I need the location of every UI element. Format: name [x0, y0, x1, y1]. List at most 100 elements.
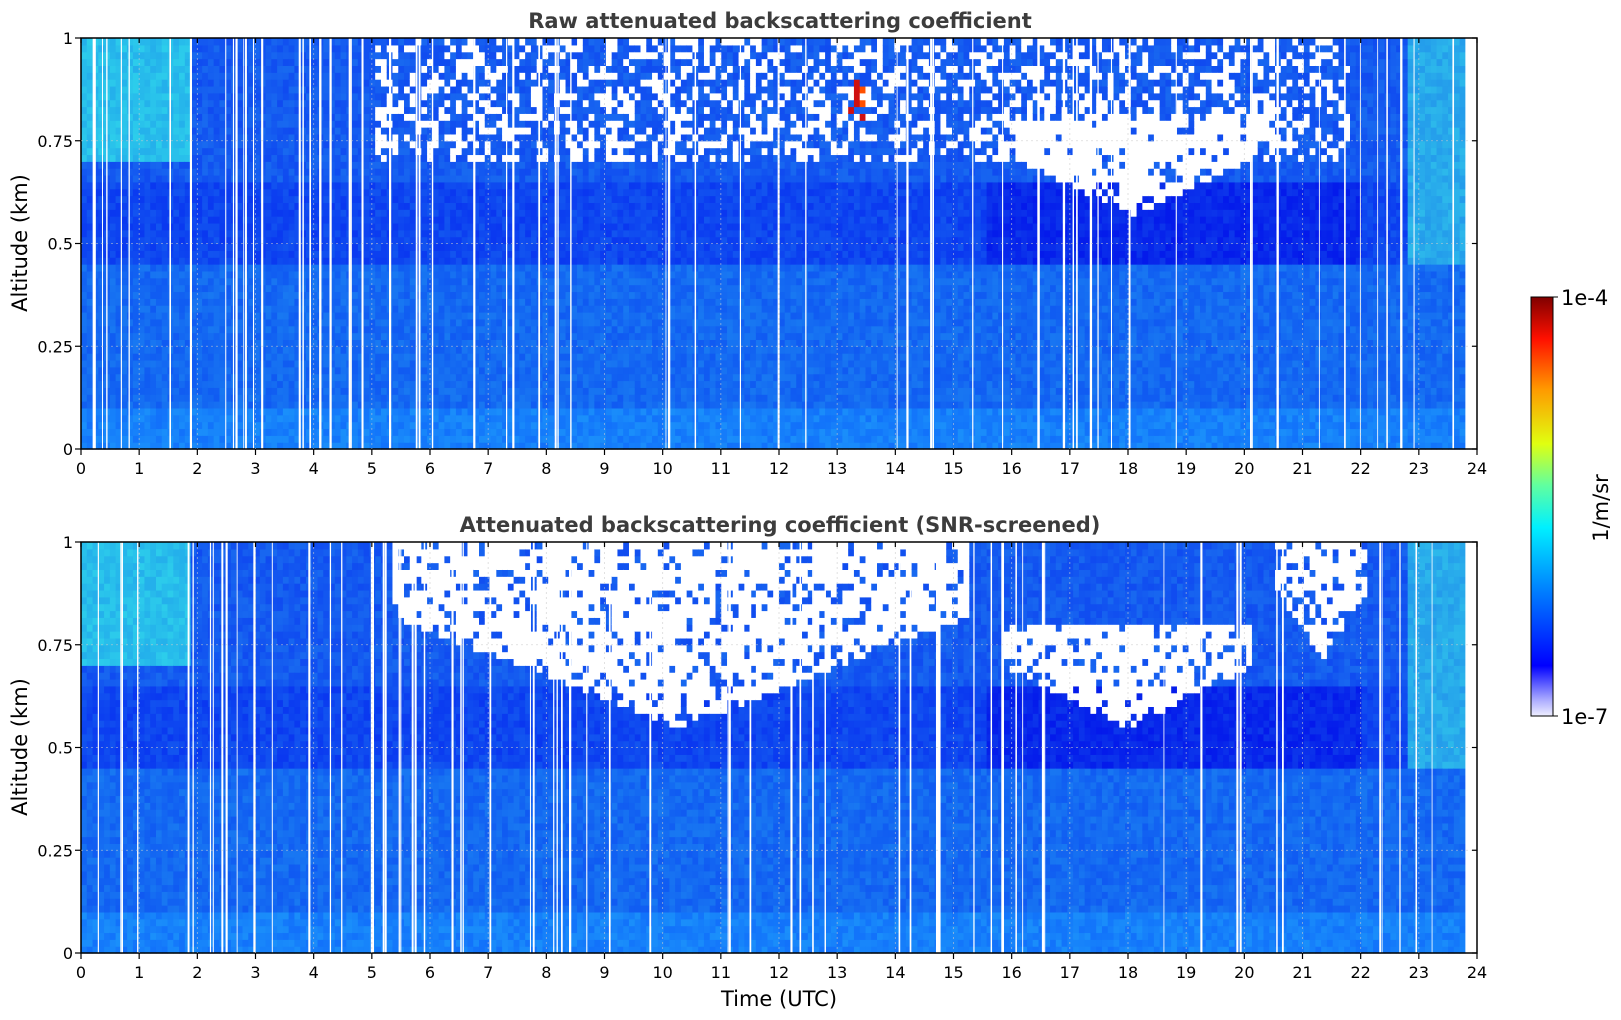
heatmap-cell — [490, 312, 497, 320]
heatmap-cell — [81, 243, 88, 251]
heatmap-cell — [369, 442, 376, 450]
heatmap-cell — [490, 339, 497, 347]
heatmap-cell — [484, 257, 492, 265]
heatmap-cell — [553, 120, 561, 128]
heatmap-cell — [150, 305, 157, 313]
heatmap-cell — [98, 312, 105, 320]
heatmap-cell — [225, 332, 232, 340]
heatmap-cell — [311, 428, 319, 436]
heatmap-cell — [127, 270, 134, 279]
heatmap-cell — [219, 442, 226, 450]
heatmap-cell — [109, 318, 117, 327]
heatmap-cell — [542, 346, 549, 354]
heatmap-cell — [392, 140, 399, 149]
heatmap-cell — [525, 133, 532, 142]
heatmap-cell — [115, 140, 122, 149]
heatmap-cell — [455, 270, 463, 279]
heatmap-cell — [473, 133, 480, 142]
heatmap-cell — [277, 243, 284, 251]
heatmap-cell — [305, 325, 313, 334]
heatmap-cell — [294, 99, 301, 108]
heatmap-cell — [202, 373, 209, 382]
heatmap-cell — [179, 250, 186, 258]
heatmap-cell — [323, 229, 330, 238]
heatmap-cell — [144, 257, 151, 265]
heatmap-cell — [363, 277, 371, 286]
heatmap-cell — [444, 127, 451, 135]
heatmap-cell — [507, 339, 515, 347]
heatmap-cell — [380, 120, 388, 128]
heatmap-cell — [398, 127, 405, 135]
heatmap-cell — [323, 38, 330, 46]
heatmap-cell — [144, 346, 151, 354]
heatmap-cell — [196, 264, 203, 272]
heatmap-cell — [323, 79, 330, 87]
heatmap-cell — [513, 394, 520, 402]
heatmap-cell — [479, 414, 486, 423]
heatmap-cell — [230, 339, 238, 347]
heatmap-cell — [254, 325, 261, 334]
heatmap-cell — [375, 181, 382, 190]
heatmap-cell — [450, 168, 457, 176]
heatmap-cell — [305, 257, 313, 265]
heatmap-cell — [329, 140, 336, 149]
heatmap-cell — [530, 38, 538, 46]
heatmap-cell — [150, 291, 157, 299]
heatmap-cell — [502, 133, 509, 142]
heatmap-cell — [553, 257, 561, 265]
heatmap-cell — [271, 401, 278, 409]
heatmap-cell — [254, 65, 261, 73]
heatmap-cell — [323, 346, 330, 354]
heatmap-cell — [421, 216, 428, 224]
heatmap-cell — [421, 113, 428, 121]
heatmap-cell — [81, 38, 88, 46]
heatmap-cell — [357, 421, 365, 430]
heatmap-cell — [225, 140, 232, 149]
heatmap-cell — [81, 298, 88, 306]
heatmap-cell — [265, 284, 272, 293]
heatmap-cell — [369, 222, 376, 231]
heatmap-cell — [461, 407, 469, 416]
heatmap-cell — [409, 133, 417, 142]
heatmap-cell — [132, 65, 140, 73]
heatmap-cell — [340, 366, 347, 375]
heatmap-cell — [502, 202, 509, 210]
heatmap-cell — [352, 127, 359, 135]
heatmap-cell — [86, 51, 94, 60]
heatmap-cell — [380, 161, 388, 169]
heatmap-cell — [265, 216, 272, 224]
heatmap-cell — [225, 175, 232, 183]
heatmap-cell — [432, 414, 440, 423]
heatmap-cell — [98, 202, 105, 210]
heatmap-cell — [225, 216, 232, 224]
heatmap-cell — [190, 339, 197, 347]
heatmap-cell — [184, 401, 192, 409]
heatmap-cell — [127, 284, 134, 293]
heatmap-cell — [288, 298, 296, 306]
heatmap-cell — [207, 401, 215, 409]
heatmap-cell — [369, 72, 376, 80]
heatmap-cell — [121, 202, 128, 210]
heatmap-cell — [375, 291, 382, 299]
heatmap-cell — [271, 209, 278, 217]
heatmap-cell — [357, 85, 365, 94]
heatmap-cell — [363, 216, 371, 224]
heatmap-cell — [392, 366, 399, 375]
heatmap-cell — [444, 229, 451, 238]
heatmap-cell — [98, 394, 105, 402]
heatmap-cell — [484, 133, 492, 142]
heatmap-cell — [398, 106, 405, 114]
heatmap-cell — [225, 298, 232, 306]
heatmap-cell — [219, 175, 226, 183]
heatmap-cell — [519, 428, 526, 436]
heatmap-cell — [305, 332, 313, 340]
heatmap-cell — [202, 394, 209, 402]
heatmap-cell — [369, 325, 376, 334]
heatmap-cell — [138, 366, 146, 375]
heatmap-cell — [530, 99, 538, 108]
heatmap-cell — [357, 195, 365, 203]
heatmap-cell — [115, 168, 122, 176]
heatmap-cell — [225, 257, 232, 265]
heatmap-cell — [357, 380, 365, 388]
heatmap-cell — [207, 99, 215, 108]
